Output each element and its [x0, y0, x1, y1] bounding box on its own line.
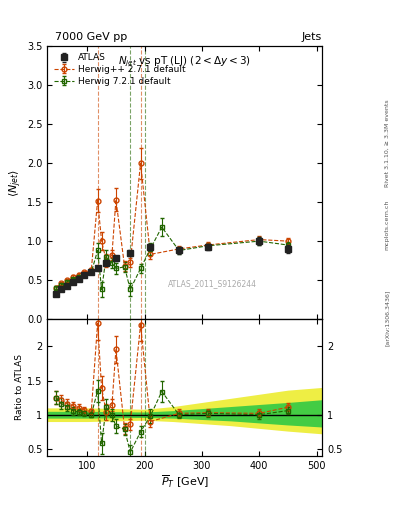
Y-axis label: Ratio to ATLAS: Ratio to ATLAS: [15, 354, 24, 420]
Text: Rivet 3.1.10, ≥ 3.3M events: Rivet 3.1.10, ≥ 3.3M events: [385, 99, 389, 187]
Text: $N_{jet}$ vs pT (LJ) $(2 < \Delta y < 3)$: $N_{jet}$ vs pT (LJ) $(2 < \Delta y < 3)…: [118, 54, 251, 69]
Text: [arXiv:1306.3436]: [arXiv:1306.3436]: [385, 289, 389, 346]
Text: ATLAS_2011_S9126244: ATLAS_2011_S9126244: [168, 279, 257, 288]
Legend: ATLAS, Herwig++ 2.7.1 default, Herwig 7.2.1 default: ATLAS, Herwig++ 2.7.1 default, Herwig 7.…: [51, 51, 188, 89]
Text: mcplots.cern.ch: mcplots.cern.ch: [385, 200, 389, 250]
Text: Jets: Jets: [302, 32, 322, 42]
X-axis label: $\overline{P}_T$ [GeV]: $\overline{P}_T$ [GeV]: [161, 473, 209, 490]
Text: 7000 GeV pp: 7000 GeV pp: [55, 32, 127, 42]
Y-axis label: $\langle N_{jet}\rangle$: $\langle N_{jet}\rangle$: [7, 168, 24, 197]
